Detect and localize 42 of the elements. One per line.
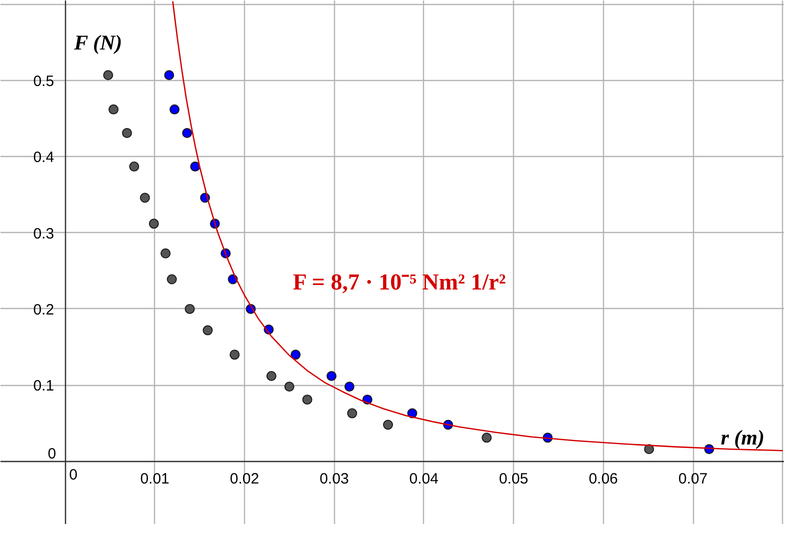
point (170, 104, 180, 114)
y-tick-label: 0 (48, 445, 56, 462)
x-tick-label: 0 (69, 466, 78, 484)
point (302, 394, 312, 405)
point (202, 325, 213, 336)
point (383, 420, 394, 430)
point (160, 248, 171, 258)
point (129, 162, 140, 172)
point (108, 104, 119, 114)
y-tick-label: 0.5 (33, 72, 54, 90)
x-tick-label: 0.07 (678, 470, 708, 488)
point (166, 274, 177, 284)
x-tick-label: 0.02 (230, 470, 260, 488)
point (182, 128, 192, 138)
x-axis-title: r (m) (720, 425, 765, 450)
point (326, 370, 336, 381)
point (482, 432, 492, 443)
series-label: F = 8,7 · 10⁻⁵ Nm² 1/r² (292, 269, 506, 294)
point (290, 350, 301, 360)
point (148, 218, 159, 229)
x-tick-label: 0.06 (588, 470, 618, 488)
point (230, 350, 240, 360)
point (190, 162, 200, 172)
x-tick-label: 0.04 (409, 470, 438, 488)
point (122, 128, 132, 138)
y-tick-label: 0.1 (33, 378, 54, 395)
point (347, 408, 358, 418)
line-series (172, 0, 784, 452)
point (184, 304, 195, 314)
point (164, 70, 174, 80)
point (103, 70, 114, 80)
y-axis-title: F (N) (73, 30, 122, 54)
y-tick-label: 0.4 (33, 149, 54, 166)
x-tick-label: 0.01 (140, 470, 170, 488)
point (344, 382, 354, 392)
y-tick-label: 0.3 (33, 225, 54, 242)
y-tick-label: 0.2 (33, 301, 54, 318)
point (140, 192, 150, 203)
point (266, 370, 276, 381)
x-tick-label: 0.03 (320, 470, 349, 488)
point (284, 382, 294, 392)
x-tick-label: 0.05 (499, 470, 528, 488)
